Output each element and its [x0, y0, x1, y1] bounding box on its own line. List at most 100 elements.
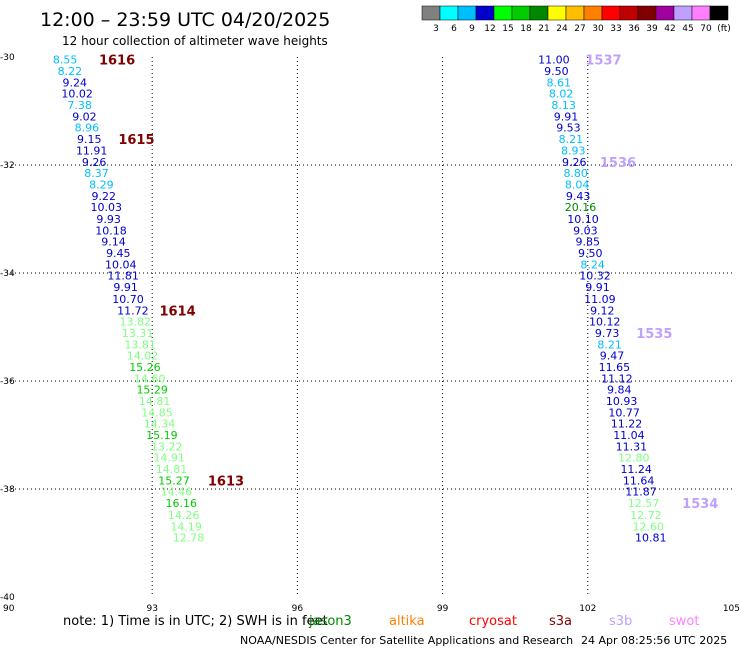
wave-height-value: 9.45 [106, 247, 131, 260]
wave-height-value: 10.81 [635, 532, 667, 545]
lon-tick-label: 102 [579, 604, 596, 614]
scale-label: 12 [484, 24, 495, 34]
footer-timestamp: 24 Apr 08:25:56 UTC 2025 [581, 634, 727, 647]
scale-swatch [637, 5, 657, 21]
color-scale: 3 6 9 12 15 18 21 24 27 30 33 36 39 42 45 70 (ft) [421, 5, 731, 34]
wave-height-value: 9.24 [63, 76, 88, 89]
scale-label: 33 [610, 24, 621, 34]
wave-height-value: 11.24 [620, 463, 652, 476]
wave-height-value: 9.84 [607, 384, 632, 397]
wave-height-value: 9.02 [72, 110, 97, 123]
wave-height-value: 8.13 [551, 99, 576, 112]
wave-height-value: 14.60 [134, 372, 166, 385]
wave-height-value: 10.04 [105, 258, 137, 271]
wave-height-value: 8.04 [565, 178, 590, 191]
wave-height-value: 16.16 [165, 497, 197, 510]
wave-height-value: 8.22 [58, 65, 83, 78]
wave-height-value: 11.91 [76, 144, 108, 157]
wave-height-value: 9.93 [96, 213, 121, 226]
wave-height-value: 9.85 [576, 236, 601, 249]
axis-ticks: 90 93 96 99 102 105 -30 -32 -34 -36 -38 -40 [0, 53, 740, 614]
wave-height-value: 11.22 [611, 418, 643, 431]
lat-tick-label: -38 [0, 485, 15, 495]
pass-labels: 1616 1615 1614 1613 1537 1536 1535 1534 [99, 54, 718, 512]
wave-tracks: 8.558.229.2410.027.389.028.969.1511.919.… [53, 54, 667, 545]
wave-height-value: 9.22 [92, 190, 117, 203]
wave-height-value: 13.22 [151, 440, 183, 453]
wave-height-value: 8.55 [53, 54, 78, 67]
scale-swatch [529, 5, 549, 21]
wave-height-value: 9.03 [573, 224, 598, 237]
wave-height-value: 10.32 [579, 270, 611, 283]
wave-height-value: 9.53 [556, 122, 581, 135]
scale-swatch [547, 5, 567, 21]
wave-height-value: 7.38 [67, 99, 92, 112]
lon-tick-label: 96 [292, 604, 304, 614]
scale-swatch [457, 5, 477, 21]
satellite-name: cryosat [469, 614, 517, 629]
wave-height-value: 11.31 [616, 440, 648, 453]
wave-height-value: 10.18 [95, 224, 127, 237]
wave-height-value: 14.91 [153, 452, 185, 465]
wave-height-value: 8.24 [580, 258, 605, 271]
satellite-legend: jason3 altika cryosat s3a s3b swot [308, 614, 699, 629]
wave-height-value: 8.21 [597, 338, 622, 351]
wave-height-value: 13.81 [124, 338, 156, 351]
wave-height-value: 20.16 [565, 201, 597, 214]
scale-label: 18 [520, 24, 532, 34]
wave-height-value: 12.72 [630, 509, 662, 522]
wave-height-value: 11.87 [625, 486, 657, 499]
wave-height-value: 9.91 [113, 281, 138, 294]
wave-height-value: 9.43 [566, 190, 591, 203]
wave-height-value: 14.19 [170, 520, 202, 533]
wave-height-value: 10.02 [61, 88, 93, 101]
wave-height-value: 8.02 [549, 88, 574, 101]
scale-swatch [583, 5, 603, 21]
satellite-name: s3a [549, 614, 572, 629]
wave-height-value: 15.29 [136, 384, 168, 397]
scale-swatch [601, 5, 621, 21]
wave-height-value: 14.46 [161, 486, 193, 499]
scale-label: 24 [556, 24, 568, 34]
wave-height-value: 9.50 [578, 247, 603, 260]
pass-number-label: 1535 [636, 327, 672, 342]
map-grid [7, 57, 733, 597]
scale-label: 70 [700, 24, 712, 34]
scale-swatch [619, 5, 639, 21]
scale-swatch [421, 5, 441, 21]
wave-height-value: 11.00 [538, 54, 570, 67]
lon-tick-label: 99 [437, 604, 449, 614]
footer-credit: NOAA/NESDIS Center for Satellite Applica… [240, 634, 573, 647]
wave-height-value: 9.15 [77, 133, 102, 146]
wave-height-value: 13.82 [120, 316, 152, 329]
scale-swatch [493, 5, 513, 21]
wave-height-value: 14.34 [144, 418, 176, 431]
scale-label: 6 [451, 24, 457, 34]
scale-label: 21 [538, 24, 549, 34]
scale-unit: (ft) [717, 24, 731, 34]
wave-height-value: 15.26 [129, 361, 161, 374]
scale-label: 45 [682, 24, 693, 34]
wave-height-value: 15.27 [158, 474, 190, 487]
wave-height-value: 9.26 [82, 156, 107, 169]
scale-swatch [565, 5, 585, 21]
wave-height-value: 11.04 [613, 429, 645, 442]
wave-height-value: 11.65 [599, 361, 631, 374]
wave-height-value: 9.91 [585, 281, 610, 294]
wave-height-value: 8.61 [547, 76, 572, 89]
scale-swatch [655, 5, 675, 21]
scale-label: 42 [664, 24, 675, 34]
scale-swatch [475, 5, 495, 21]
satellite-name: altika [389, 614, 425, 629]
wave-height-value: 12.60 [633, 520, 665, 533]
wave-height-value: 8.80 [563, 167, 588, 180]
wave-height-value: 8.93 [561, 144, 586, 157]
wave-height-value: 10.12 [589, 316, 621, 329]
scale-swatch [691, 5, 711, 21]
satellite-name: jason3 [308, 614, 352, 629]
wave-height-value: 9.50 [544, 65, 569, 78]
map-title: 12:00 – 23:59 UTC 04/20/2025 [40, 9, 330, 31]
wave-height-value: 14.81 [156, 463, 188, 476]
lat-tick-label: -40 [0, 593, 15, 603]
pass-number-label: 1537 [585, 54, 621, 69]
